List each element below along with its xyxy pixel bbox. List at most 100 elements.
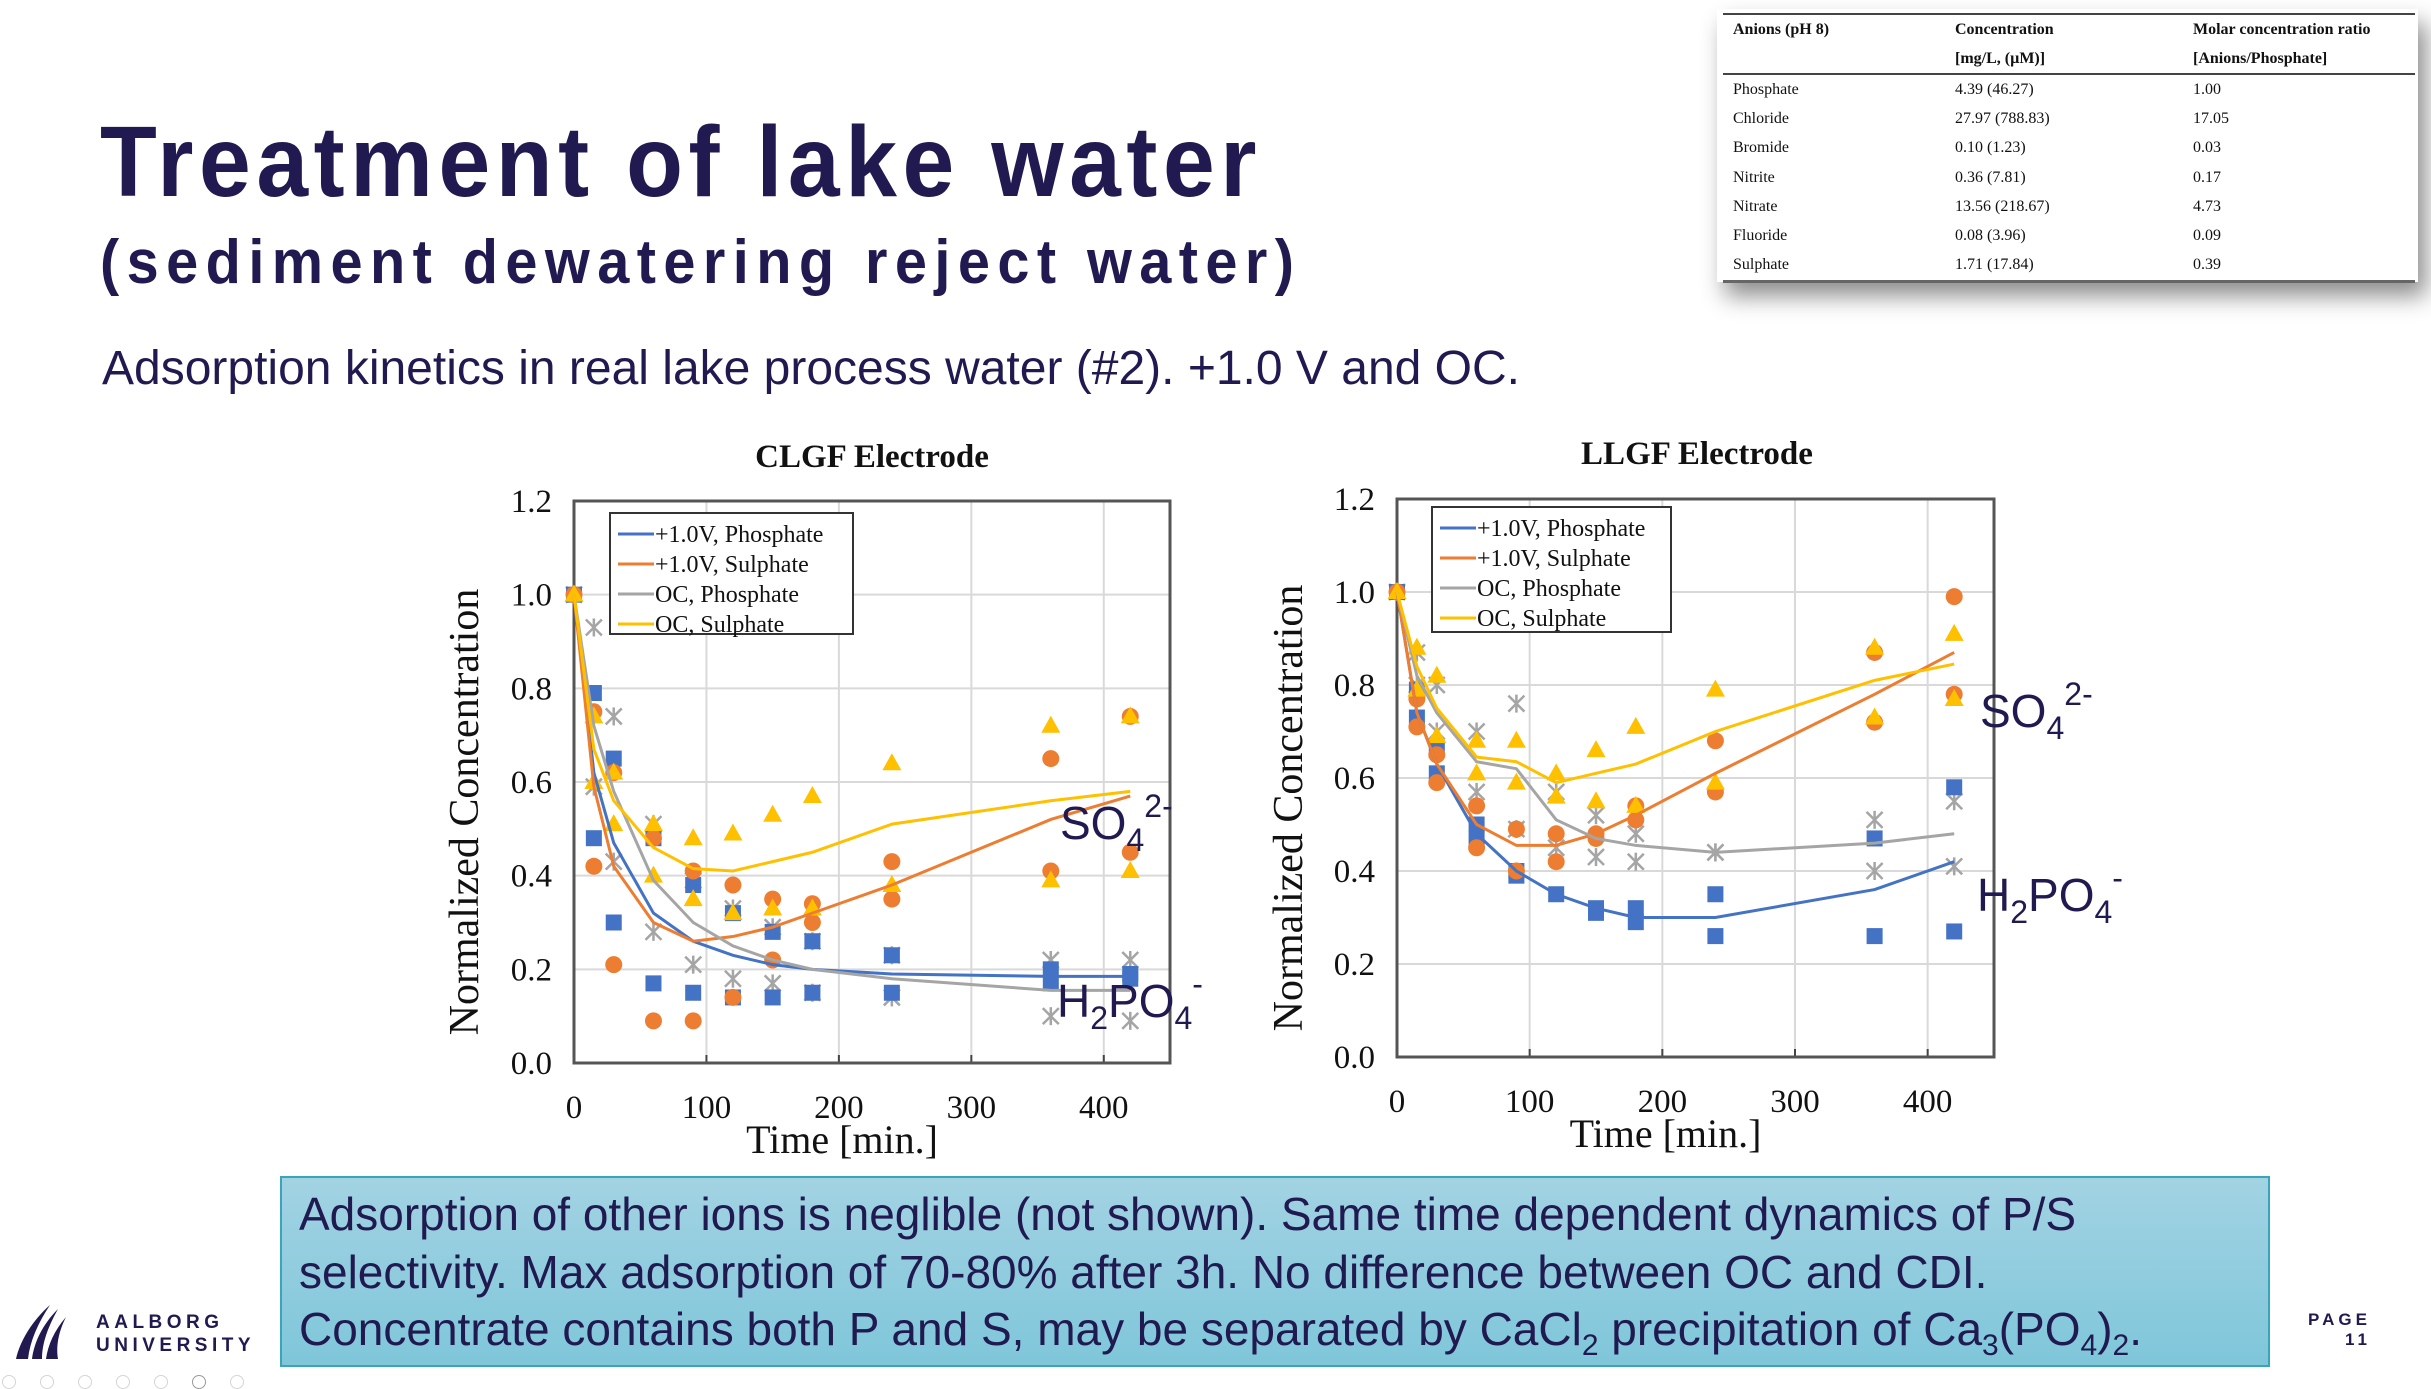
data-point-square: [1707, 886, 1724, 903]
aau-logo-icon: [16, 1305, 66, 1359]
table-row: Bromide 0.10 (1.23) 0.03: [1723, 134, 2415, 163]
logo-line: UNIVERSITY: [96, 1335, 256, 1356]
y-tick-label: 0.8: [511, 671, 552, 707]
caption-text: Concentrate contains both P and S, may b…: [299, 1303, 1582, 1355]
data-point-triangle: [683, 889, 703, 907]
table-row: Chloride 27.97 (788.83) 17.05: [1723, 104, 2415, 133]
data-point-square: [883, 947, 900, 964]
nav-dot[interactable]: [230, 1375, 244, 1389]
caption-line: Adsorption of other ions is neglible (no…: [299, 1188, 2077, 1240]
phosphate-ion-label-clgf: H2PO4-: [1057, 968, 1203, 1034]
data-point-asterisk: [1626, 852, 1645, 871]
legend-label: +1.0V, Phosphate: [1477, 516, 1645, 542]
x-tick-label: 0: [566, 1090, 583, 1126]
clgf-chart: 0.0 0.2 0.4 0.6 0.8 1.0 1.2 0 100 200 300 400 CLGF E…: [442, 439, 1172, 1162]
data-point-circle: [605, 956, 623, 974]
caption-text: precipitation of Ca: [1598, 1303, 1983, 1355]
table-header-cell: [1723, 44, 1945, 75]
lead-text: Adsorption kinetics in real lake process…: [102, 342, 1521, 395]
nav-dot[interactable]: [2, 1375, 16, 1389]
data-point-circle: [724, 876, 742, 894]
table-row: Sulphate 1.71 (17.84) 0.39: [1723, 250, 2415, 284]
data-point-triangle: [763, 804, 783, 822]
caption-subscript: 2: [2112, 1329, 2130, 1362]
data-point-asterisk: [1507, 694, 1526, 713]
nav-dot[interactable]: [154, 1375, 168, 1389]
ion-text: PO: [2028, 869, 2095, 921]
page-label-text: PAGE: [2308, 1310, 2371, 1329]
table-cell: Bromide: [1733, 139, 1789, 157]
data-point-circle: [684, 1012, 702, 1030]
ion-text: SO: [1060, 797, 1127, 849]
data-point-triangle: [643, 865, 663, 883]
ion-superscript: 2-: [2064, 676, 2093, 712]
data-point-square: [1946, 923, 1963, 940]
aalborg-university-logo: AALBORG UNIVERSITY: [10, 1303, 251, 1363]
data-point-triangle: [1427, 665, 1447, 683]
logo-wordmark: AALBORG UNIVERSITY: [96, 1311, 255, 1357]
data-point-circle: [1706, 732, 1724, 750]
data-point-circle: [883, 890, 901, 908]
data-point-square: [605, 750, 622, 767]
table-cell: 1.71 (17.84): [1945, 250, 2183, 284]
data-point-triangle: [1705, 772, 1725, 790]
caption-text: .: [2129, 1303, 2142, 1355]
table-cell: 0.36 (7.81): [1955, 168, 2026, 186]
data-point-triangle: [763, 898, 783, 916]
slide-subtitle: (sediment dewatering reject water): [100, 228, 1302, 297]
legend-label: OC, Phosphate: [1477, 576, 1621, 602]
y-tick-label: 0.4: [1334, 854, 1375, 890]
slide-title: Treatment of lake water: [100, 106, 1263, 218]
ion-subscript: 4: [1126, 822, 1145, 858]
data-point-triangle: [802, 786, 822, 804]
table-row: Fluoride 0.08 (3.96) 0.09: [1723, 221, 2415, 250]
plot-frame: [1395, 497, 1996, 1059]
data-point-triangle: [1546, 763, 1566, 781]
sulphate-ion-label-llgf: SO42-: [1980, 678, 2093, 744]
caption-subscript: 4: [2080, 1329, 2098, 1362]
data-point-asterisk: [724, 969, 742, 988]
table-cell: 4.73: [2193, 197, 2221, 215]
x-tick-label: 400: [1079, 1090, 1129, 1126]
table-cell: Sulphate: [1723, 250, 1945, 284]
ion-text: H: [1057, 975, 1091, 1027]
series-line: [572, 594, 1131, 873]
table-cell: 13.56 (218.67): [1955, 197, 2050, 215]
data-point-circle: [644, 829, 662, 847]
data-point-square: [883, 984, 900, 1001]
table-cell: Chloride: [1733, 109, 1789, 127]
nav-dot[interactable]: [40, 1375, 54, 1389]
data-point-circle: [724, 988, 742, 1006]
summary-caption-box: Adsorption of other ions is neglible (no…: [280, 1176, 2270, 1367]
y-tick-label: 0.2: [1334, 947, 1375, 983]
anion-table: Anions (pH 8) Concentration Molar concen…: [1723, 13, 2415, 284]
legend-label: OC, Sulphate: [1477, 606, 1606, 632]
data-point-asterisk: [1587, 806, 1605, 825]
data-point-triangle: [1120, 860, 1140, 878]
table-cell: Nitrate: [1733, 197, 1778, 215]
nav-dot[interactable]: [192, 1375, 206, 1389]
data-point-square: [1707, 928, 1724, 945]
ion-subscript: 4: [2046, 710, 2065, 746]
data-point-circle: [1428, 774, 1446, 792]
data-point-asterisk: [1121, 1011, 1140, 1030]
table-cell: 17.05: [2193, 109, 2229, 127]
ion-superscript: 2-: [1144, 788, 1173, 824]
x-tick-label: 200: [814, 1090, 864, 1126]
x-tick-label: 300: [1770, 1084, 1820, 1120]
data-point-triangle: [643, 814, 663, 832]
nav-dot[interactable]: [116, 1375, 130, 1389]
y-tick-label: 0.6: [511, 765, 552, 801]
table-cell: 1.00: [2193, 80, 2221, 98]
data-point-triangle: [1626, 795, 1646, 813]
table-cell: 0.17: [2193, 168, 2221, 186]
y-tick-label: 1.2: [1334, 482, 1375, 518]
series-line: [1395, 591, 1955, 785]
caption-line: selectivity. Max adsorption of 70-80% af…: [299, 1245, 1988, 1298]
data-point-square: [1627, 900, 1644, 917]
nav-dot[interactable]: [78, 1375, 92, 1389]
data-point-triangle: [1546, 786, 1566, 804]
ion-subscript: 2: [1090, 1000, 1109, 1036]
table-cell: 0.39: [2183, 250, 2415, 284]
